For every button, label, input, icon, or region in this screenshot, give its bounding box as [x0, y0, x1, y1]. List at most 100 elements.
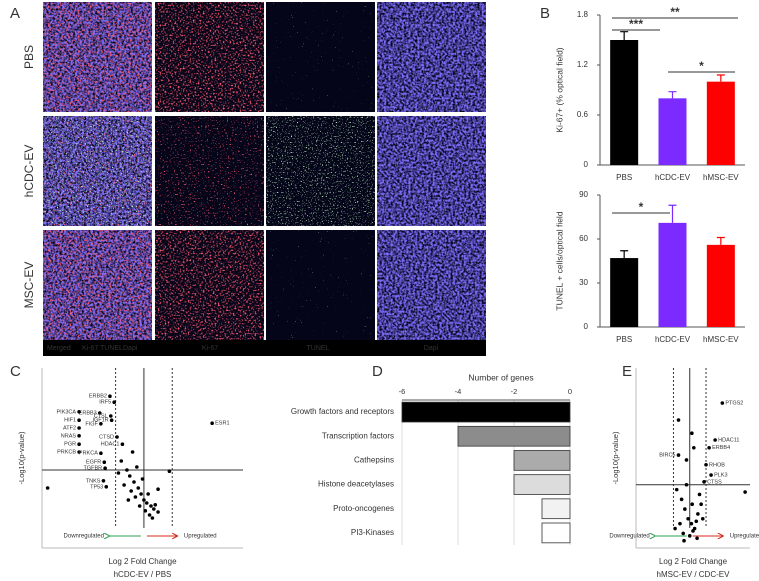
category-label: Growth factors and receptors	[291, 407, 394, 416]
gene-label: PIK3CA	[57, 409, 77, 415]
point	[697, 492, 702, 497]
micrograph-stain	[377, 2, 486, 112]
point	[709, 473, 713, 477]
gene-label: CTSL	[94, 413, 108, 419]
error-bar	[668, 204, 677, 223]
micrograph-stain	[266, 116, 375, 226]
point	[101, 479, 106, 483]
gene-label: HIF1	[64, 418, 76, 424]
legend-text: Ki-67	[82, 345, 98, 352]
panel-label: E	[622, 363, 632, 380]
annotation: Downregulated	[64, 534, 104, 540]
point	[108, 394, 112, 399]
gene-label: PRKCB	[57, 449, 76, 455]
point	[690, 502, 694, 507]
gene-label: ESR1	[215, 421, 229, 427]
point	[689, 521, 694, 526]
point	[153, 503, 158, 507]
x-axis-label: Log 2 Fold Change	[659, 557, 728, 566]
category-label: Histone deacetylases	[318, 480, 394, 489]
gene-label: NRAS	[61, 433, 77, 439]
legend-text: TUNEL	[100, 345, 123, 352]
category-label: PI3-Kinases	[351, 528, 394, 537]
bar	[610, 40, 639, 165]
point	[156, 487, 160, 492]
error-bar	[716, 236, 725, 245]
point	[122, 483, 126, 487]
point	[45, 486, 50, 490]
point	[687, 534, 692, 538]
error-bar	[668, 91, 677, 99]
significance-label: *	[699, 59, 704, 73]
point	[676, 418, 681, 422]
point	[156, 510, 160, 514]
point	[112, 400, 116, 405]
point	[684, 482, 689, 487]
gene-label: PTGS2	[725, 400, 743, 406]
annotation: Downregulated	[609, 534, 649, 540]
x-tick-label: PBS	[616, 335, 632, 344]
gene-label: PRKCA	[79, 451, 98, 457]
point	[674, 487, 679, 492]
point	[684, 458, 689, 462]
point	[133, 495, 138, 499]
point	[679, 497, 684, 502]
bar	[541, 498, 571, 520]
point	[77, 410, 81, 414]
point	[678, 521, 682, 526]
micrograph-stain	[155, 2, 264, 112]
y-tick-label: 0	[584, 322, 589, 331]
gene-label: PGR	[64, 442, 76, 448]
column-label: Dapi	[424, 345, 439, 352]
gene-label: TP53	[90, 484, 103, 490]
micrograph-stain	[155, 116, 264, 226]
y-tick-label: 0	[584, 160, 589, 169]
point	[125, 468, 129, 472]
error-bar	[620, 31, 629, 40]
point	[695, 536, 699, 541]
y-axis-label: Ki-67+ (% optical field)	[554, 47, 564, 132]
point	[690, 431, 694, 435]
gene-label: RHOB	[709, 462, 725, 468]
bar	[658, 98, 687, 165]
y-axis-label: -Log10(p-value)	[611, 431, 620, 484]
point	[109, 418, 114, 423]
x-tick-label: hMSC-EV	[703, 335, 739, 344]
y-tick-label: 60	[579, 234, 588, 243]
point	[720, 401, 725, 405]
legend-text: Dapi	[123, 345, 138, 352]
gene-label: TNKS	[86, 478, 101, 484]
legend-bar	[43, 340, 486, 356]
x-tick-label: -6	[399, 387, 406, 396]
category-label: Cathepsins	[354, 456, 394, 465]
point	[699, 502, 703, 507]
point	[681, 531, 686, 536]
error-bar	[620, 250, 629, 259]
panel-label: A	[10, 5, 20, 22]
x-tick-label: PBS	[616, 173, 632, 182]
point	[108, 414, 113, 418]
panel-label: C	[10, 363, 21, 380]
point	[140, 477, 145, 481]
category-label: Transcription factors	[322, 431, 394, 440]
gene-label: BIRC5	[659, 453, 675, 459]
y-axis-label: -Log10(p-value)	[17, 431, 26, 484]
point	[77, 418, 81, 423]
gene-label: HDAC11	[718, 437, 739, 443]
gene-label: CTSD	[99, 434, 114, 440]
point	[676, 453, 681, 457]
column-label: Ki-67	[202, 345, 218, 352]
gene-label: FIGF	[85, 421, 98, 427]
point	[130, 450, 135, 454]
point	[692, 445, 696, 450]
point	[132, 480, 136, 484]
point	[696, 512, 700, 516]
point	[142, 498, 146, 502]
y-tick-label: 30	[579, 278, 588, 287]
point	[682, 538, 686, 543]
x-tick-label: hCDC-EV	[655, 173, 691, 182]
significance-label: *	[639, 200, 644, 214]
gene-label: CTSS	[707, 479, 722, 485]
point	[686, 517, 690, 521]
x-tick-label: 0	[568, 387, 572, 396]
